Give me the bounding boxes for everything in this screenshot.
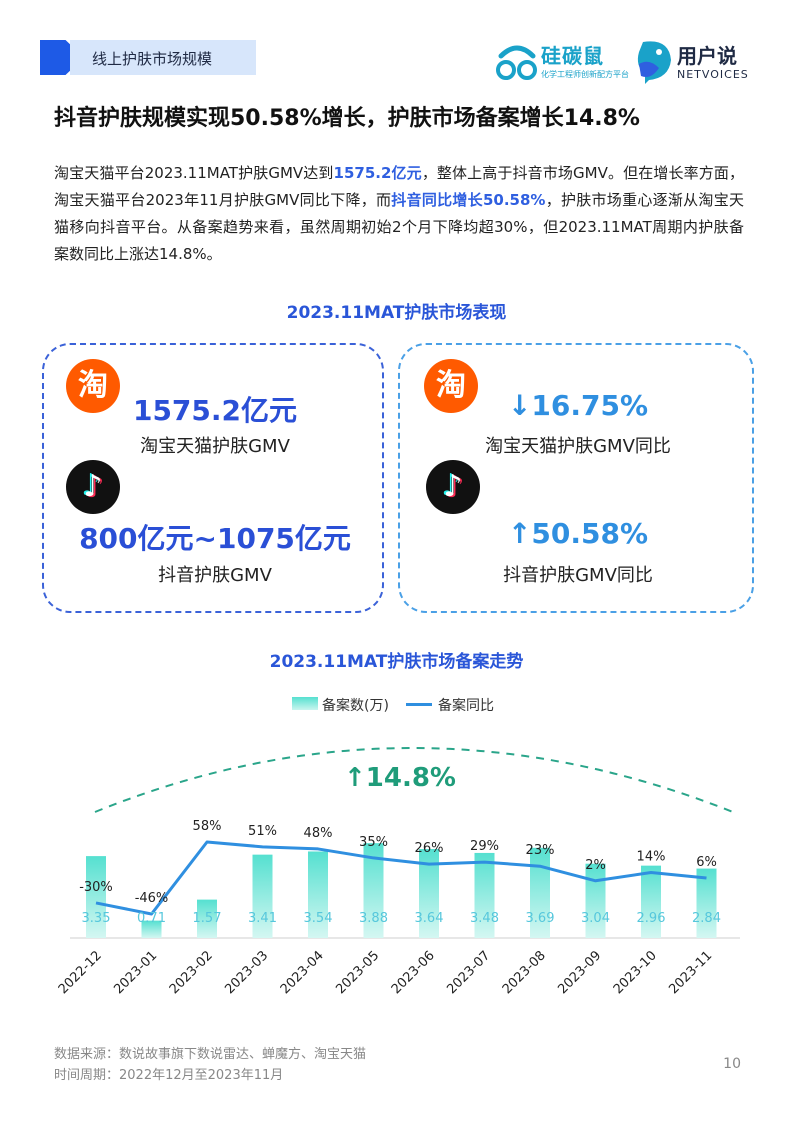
x-tick-label: 2023-06 [389,948,438,997]
body-highlight-2: 抖音同比增长50.58% [391,191,546,209]
bar-value-label: 3.69 [526,911,555,926]
yoy-line [95,840,707,916]
bar-2023-01 [141,920,162,938]
bar-value-label: 3.04 [581,911,610,926]
x-tick-label: 2022-12 [56,948,105,997]
bar-value-label: 2.96 [637,911,666,926]
yoy-value-label: 58% [193,819,222,834]
section-tag: 线上护肤市场规模 [40,40,256,75]
page-headline: 抖音护肤规模实现50.58%增长，护肤市场备案增长14.8% [54,106,640,131]
footer-period: 时间周期：2022年12月至2023年11月 [54,1068,284,1083]
douyin-icon: ♪ ♪ ♪ [66,460,120,514]
filing-trend-chart: ↑14.8% 3.35 0.71 1.57 3.41 3.54 3.88 3.64 3.48 3.… [56,747,740,997]
x-tick-label: 2023-01 [111,948,160,997]
page-number: 10 [723,1056,741,1072]
x-tick-label: 2023-03 [222,948,271,997]
yoy-card: 淘 ↓16.75% 淘宝天猫护肤GMV同比 ♪ ♪ ♪ ↑50.58% 抖音护肤GM… [398,343,754,613]
section2-title: 2023.11MAT护肤市场备案走势 [269,652,524,672]
bar-value-label: 0.71 [137,911,166,926]
logo-b-sub: NETVOICES [677,68,749,81]
x-tick-label: 2023-07 [444,948,493,997]
taobao-icon: 淘 [66,359,120,413]
logos: 硅碳鼠 化学工程师创新配方平台 用户说 NETVOICES [495,38,755,86]
x-tick-label: 2023-04 [278,948,327,997]
bar-value-label: 3.41 [248,911,277,926]
x-tick-label: 2023-09 [555,948,604,997]
bar-value-label: 3.54 [304,911,333,926]
footer: 数据来源：数说故事旗下数说雷达、蝉魔方、淘宝天猫 时间周期：2022年12月至2… [54,1044,366,1086]
yoy-value-label: -30% [79,880,113,895]
douyin-gmv-label: 抖音护肤GMV [158,565,272,586]
section1-title: 2023.11MAT护肤市场表现 [286,303,507,323]
x-tick-label: 2023-08 [500,948,549,997]
x-tick-label: 2023-11 [666,948,715,997]
bar-2023-08 [530,847,550,938]
yoy-value-label: 23% [526,843,555,858]
taobao-yoy-label: 淘宝天猫护肤GMV同比 [485,436,671,457]
body-text-3: ，护肤市场重心逐渐从淘宝天猫移向抖音平台。从备案趋势来看，虽然周期初始2个月下降… [54,191,744,263]
bar-value-label: 3.35 [82,911,111,926]
trend-arc [94,747,734,813]
bar-2023-11 [696,868,717,938]
yoy-value-label: 14% [637,849,666,864]
bird-icon [637,41,671,84]
legend-line-label: 备案同比 [438,698,494,714]
footer-source: 数据来源：数说故事旗下数说雷达、蝉魔方、淘宝天猫 [54,1047,367,1062]
x-tick-label: 2023-02 [167,948,216,997]
logo-guitanshu: 硅碳鼠 化学工程师创新配方平台 [495,38,629,86]
bar-value-label: 1.57 [193,911,222,926]
yoy-value-label: 6% [696,855,717,870]
logo-b-name: 用户说 [677,44,737,68]
yoy-value-label: -46% [135,891,169,906]
legend-bar-swatch [292,697,318,710]
bar-value-label: 3.64 [415,911,444,926]
taobao-yoy-value: ↓16.75% [507,389,649,422]
body-paragraph: 淘宝天猫平台2023.11MAT护肤GMV达到1575.2亿元，整体上高于抖音市… [54,160,744,268]
gmv-card: 淘 1575.2亿元 淘宝天猫护肤GMV ♪ ♪ ♪ 800亿元~1075亿元 抖音… [42,343,384,613]
chart-legend: 备案数(万) 备案同比 [0,694,793,714]
douyin-gmv-value: 800亿元~1075亿元 [79,522,351,555]
bar-2023-03 [252,854,273,938]
bar-2023-09 [585,863,606,938]
taobao-gmv-value: 1575.2亿元 [132,394,298,427]
bar-2023-04 [308,851,328,938]
body-text-2: ，整体上高于抖音市场GMV。但在增长率方面，淘宝天猫平台2023年11月护肤GM… [54,164,744,209]
taobao-icon: 淘 [424,359,478,413]
logo-a-name: 硅碳鼠 [541,44,604,68]
body-text-1: 淘宝天猫平台2023.11MAT护肤GMV达到 [54,164,334,182]
x-tick-label: 2023-10 [611,948,660,997]
douyin-icon: ♪ ♪ ♪ [426,460,480,514]
douyin-yoy-value: ↑50.58% [507,517,649,550]
yoy-value-label: 29% [470,839,499,854]
body-highlight-1: 1575.2亿元 [333,164,422,182]
bar-value-label: 2.84 [692,911,721,926]
douyin-yoy-label: 抖音护肤GMV同比 [503,565,653,586]
bar-2023-07 [474,852,495,938]
yoy-value-label: 51% [248,824,277,839]
yoy-value-label: 35% [359,835,388,850]
bar-2022-12 [86,856,106,938]
taobao-gmv-label: 淘宝天猫护肤GMV [140,436,290,457]
legend-line-swatch [406,703,432,706]
bar-2023-10 [641,865,661,938]
section-tag-bar [70,40,256,75]
trend-annotation: ↑14.8% [344,763,456,793]
bar-value-label: 3.88 [359,911,388,926]
logo-netvoices: 用户说 NETVOICES [635,38,755,86]
bar-2023-02 [197,899,217,938]
bar-2023-06 [419,849,439,938]
bar-value-label: 3.48 [470,911,499,926]
legend-bar-label: 备案数(万) [322,698,389,714]
glasses-icon [496,45,537,80]
section-tag-label: 线上护肤市场规模 [92,50,213,68]
yoy-value-label: 2% [585,858,606,873]
bar-2023-05 [363,843,384,938]
yoy-value-label: 48% [304,826,333,841]
x-tick-label: 2023-05 [333,948,382,997]
yoy-value-label: 26% [415,841,444,856]
logo-a-sub: 化学工程师创新配方平台 [541,70,629,79]
